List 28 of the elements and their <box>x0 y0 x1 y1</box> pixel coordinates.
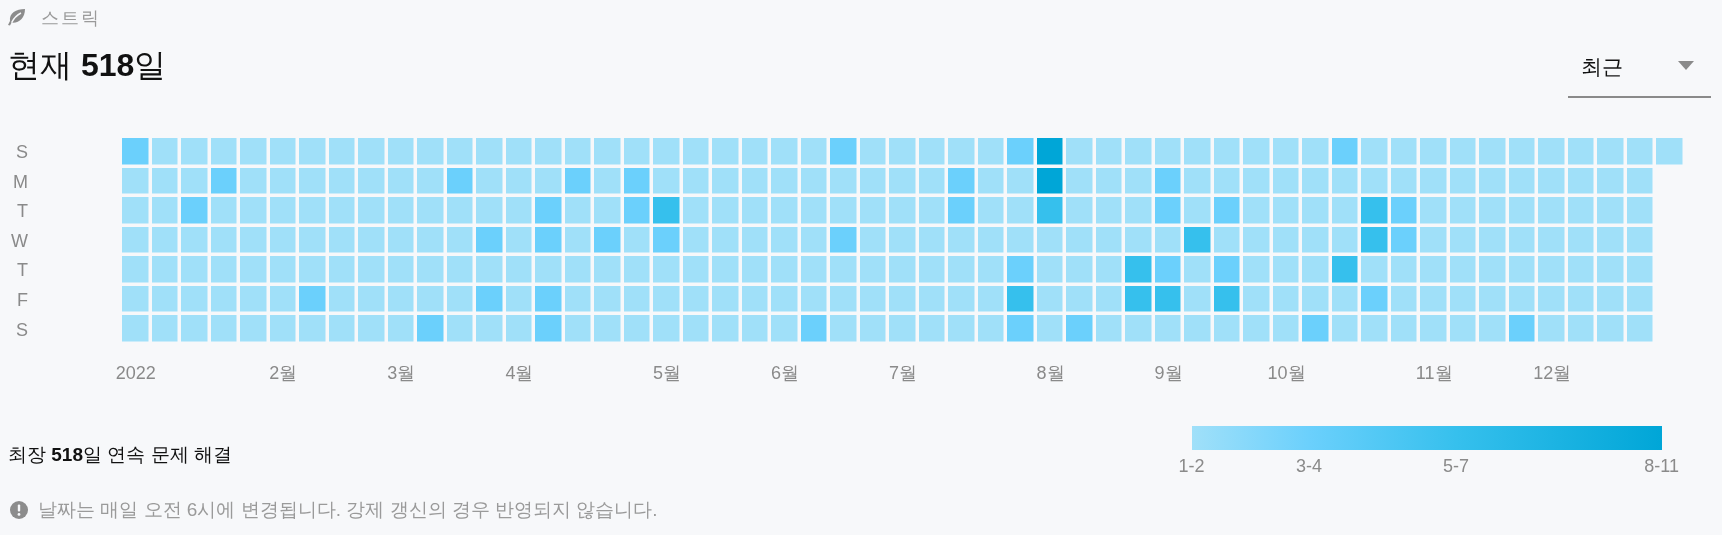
color-bar-label: 8-11 <box>1644 456 1679 477</box>
x-tick-label: 5월 <box>652 363 681 383</box>
x-tick-label: 4월 <box>505 363 534 383</box>
x-tick-label: 2022 <box>115 363 156 383</box>
x-tick-label: 2월 <box>269 363 298 383</box>
x-tick-label: 11월 <box>1415 363 1453 383</box>
chart-subtitle: 스트릭 <box>41 8 101 28</box>
y-tick-label: W <box>11 230 28 251</box>
x-tick-label: 3월 <box>387 363 416 383</box>
text: 날짜는 매일 오전 6시에 변경됩니다. 강제 갱신의 경우 반영되지 않습니다. <box>38 499 658 520</box>
text: 최장 518일 연속 문제 해결 <box>8 444 232 465</box>
color-bar-label: 1-2 <box>1178 456 1205 477</box>
y-tick-label: S <box>15 319 28 340</box>
y-tick-label: M <box>13 171 28 192</box>
y-tick-label: F <box>17 289 28 310</box>
chart-title: 현재 518일 <box>8 47 167 83</box>
x-tick-label: 9월 <box>1154 363 1183 383</box>
dropdown[interactable]: 최근 <box>1568 44 1711 98</box>
y-tick-label: S <box>15 142 28 163</box>
y-tick-label: T <box>17 201 28 222</box>
y-tick-label: T <box>17 260 28 281</box>
x-tick-label: 7월 <box>888 363 918 383</box>
x-tick-label: 10월 <box>1267 363 1306 383</box>
x-tick-label: 8월 <box>1036 363 1065 383</box>
color-bar-label: 3-4 <box>1296 456 1323 477</box>
color-bar-label: 5-7 <box>1442 456 1469 477</box>
x-tick-label: 12월 <box>1533 363 1572 383</box>
x-tick-label: 6월 <box>770 363 799 383</box>
